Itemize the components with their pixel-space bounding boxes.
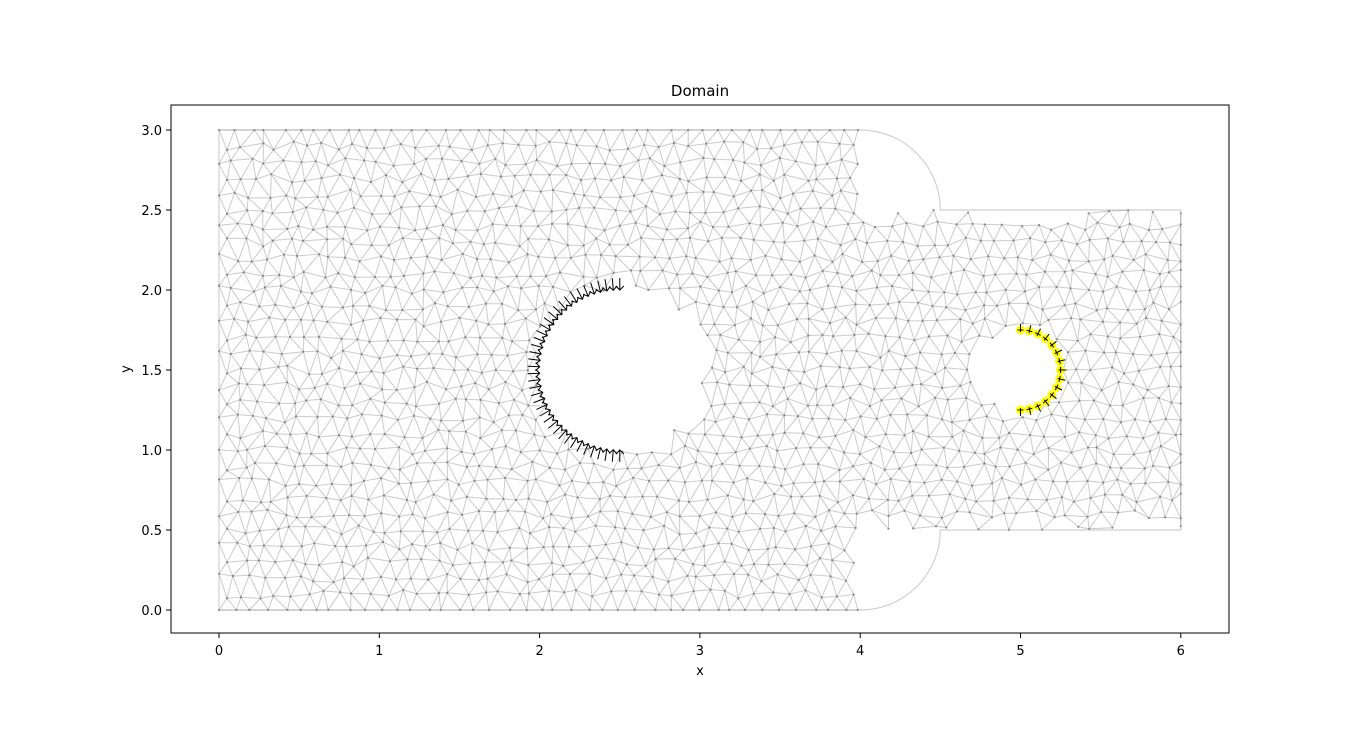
mesh-nodes	[217, 128, 1182, 612]
traction-arrow	[548, 419, 559, 429]
traction-arrow	[558, 300, 568, 311]
y-tick-label: 1.0	[141, 444, 162, 459]
traction-tick	[1057, 375, 1066, 382]
hole	[980, 330, 1061, 410]
traction-arrow	[536, 401, 548, 410]
y-axis: 0.0 0.5 1.0 1.5 2.0 2.5 3.0	[141, 124, 171, 619]
plot-frame	[170, 104, 1230, 634]
mesh-layer	[217, 128, 1182, 612]
traction-arrow	[576, 288, 585, 300]
traction-arrow	[548, 311, 559, 321]
x-tick-label: 0	[215, 644, 223, 659]
x-tick-label: 2	[535, 644, 543, 659]
traction-arrow	[558, 429, 568, 440]
traction-tick	[1054, 384, 1063, 391]
y-tick-label: 0.5	[141, 524, 162, 539]
y-axis-label: y	[119, 365, 134, 373]
traction-arrow	[539, 408, 551, 417]
traction-arrow	[576, 440, 585, 452]
traction-arrows-large-hole	[527, 278, 625, 462]
traction-arrow	[608, 448, 618, 462]
y-tick-label: 3.0	[141, 124, 162, 139]
y-tick-label: 0.0	[141, 604, 162, 619]
y-tick-label: 2.5	[141, 204, 162, 219]
chart-title: Domain	[671, 82, 729, 100]
traction-arrow	[529, 349, 542, 358]
traction-tick	[1017, 324, 1024, 332]
y-tick-label: 2.0	[141, 284, 162, 299]
traction-arrow	[552, 424, 563, 435]
traction-tick	[1026, 325, 1033, 334]
x-tick-label: 3	[696, 644, 704, 659]
traction-tick	[1057, 358, 1066, 365]
traction-arrow	[615, 278, 625, 291]
traction-arrow	[533, 395, 546, 404]
traction-arrow	[570, 436, 579, 449]
mesh-edges	[218, 129, 1182, 611]
traction-arrow	[552, 305, 563, 316]
traction-arrow	[529, 382, 542, 391]
traction-arrow	[531, 342, 544, 351]
traction-arrow	[533, 336, 546, 345]
traction-tick	[1042, 399, 1050, 407]
traction-arrow	[528, 375, 541, 385]
traction-arrow	[531, 389, 544, 398]
traction-arrows-small-hole	[1016, 324, 1067, 416]
traction-arrow	[615, 449, 625, 462]
traction-tick	[1034, 403, 1041, 412]
traction-arrow	[602, 279, 611, 292]
x-axis-label: x	[696, 664, 704, 679]
traction-tick	[1026, 406, 1033, 415]
x-tick-label: 1	[375, 644, 383, 659]
traction-tick	[1034, 328, 1041, 337]
traction-arrow	[527, 362, 541, 371]
traction-tick	[1017, 408, 1024, 416]
traction-tick	[1049, 392, 1057, 400]
traction-tick	[1058, 367, 1067, 373]
traction-arrow	[528, 355, 541, 365]
traction-tick	[1042, 333, 1050, 341]
traction-arrow	[582, 442, 591, 455]
traction-arrow	[536, 330, 548, 339]
domain-outline	[218, 129, 1182, 611]
y-tick-label: 1.5	[141, 364, 162, 379]
traction-arrow	[527, 369, 541, 378]
x-tick-label: 4	[856, 644, 864, 659]
arrow-layer	[527, 278, 1067, 462]
traction-arrow	[589, 445, 598, 458]
traction-arrow	[595, 280, 604, 293]
traction-arrow	[582, 285, 591, 298]
x-tick-label: 6	[1177, 644, 1185, 659]
traction-tick	[1049, 340, 1057, 348]
traction-arrow	[608, 278, 618, 292]
traction-arrow	[570, 291, 579, 304]
traction-arrow	[564, 296, 573, 307]
traction-arrow	[543, 413, 555, 423]
traction-arrow	[595, 447, 604, 460]
x-axis: 0 1 2 3 4 5 6	[215, 633, 1185, 659]
traction-tick	[1054, 349, 1063, 356]
hole	[539, 290, 700, 450]
traction-arrow	[543, 317, 555, 327]
traction-arrow	[589, 282, 598, 295]
traction-arrow	[539, 323, 551, 332]
traction-arrow	[564, 433, 573, 444]
traction-arrow	[602, 448, 611, 461]
x-tick-label: 5	[1016, 644, 1024, 659]
